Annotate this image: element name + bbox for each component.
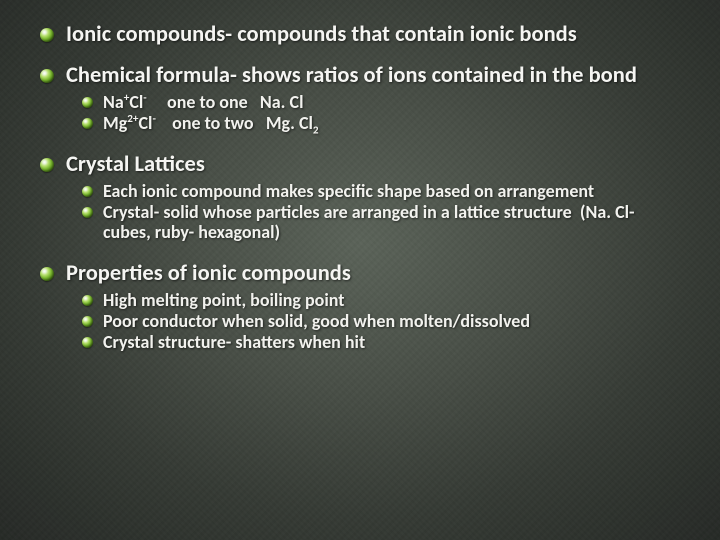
bullet-text: Crystal Lattices (66, 152, 680, 177)
bullet-text: Chemical formula- shows ratios of ions c… (66, 63, 680, 88)
sphere-bullet-icon (40, 158, 54, 172)
sphere-bullet-icon (82, 337, 93, 348)
bullet-text: Each ionic compound makes specific shape… (103, 181, 680, 202)
bullet-level2: Poor conductor when solid, good when mol… (82, 311, 680, 332)
slide-content: Ionic compounds- compounds that contain … (0, 0, 720, 378)
bullet-level1: Crystal Lattices (40, 152, 680, 177)
sphere-bullet-icon (82, 207, 93, 218)
bullet-level1: Ionic compounds- compounds that contain … (40, 22, 680, 47)
bullet-text: Mg2+Cl- one to two Mg. Cl2 (103, 113, 680, 134)
sphere-bullet-icon (40, 28, 54, 42)
sphere-bullet-icon (40, 267, 54, 281)
bullet-text: Crystal structure- shatters when hit (103, 332, 680, 353)
sphere-bullet-icon (82, 295, 93, 306)
bullet-text: Crystal- solid whose particles are arran… (103, 202, 680, 243)
bullet-level2: Crystal structure- shatters when hit (82, 332, 680, 353)
bullet-text: Ionic compounds- compounds that contain … (66, 22, 680, 47)
bullet-level2: Crystal- solid whose particles are arran… (82, 202, 680, 243)
bullet-level1: Properties of ionic compounds (40, 261, 680, 286)
bullet-level2: Na+Cl- one to one Na. Cl (82, 92, 680, 113)
spacer (40, 140, 680, 152)
bullet-level1: Chemical formula- shows ratios of ions c… (40, 63, 680, 88)
bullet-level2: Each ionic compound makes specific shape… (82, 181, 680, 202)
bullet-text: High melting point, boiling point (103, 290, 680, 311)
sphere-bullet-icon (82, 118, 93, 129)
bullet-text: Na+Cl- one to one Na. Cl (103, 92, 680, 113)
sphere-bullet-icon (82, 186, 93, 197)
bullet-level2: High melting point, boiling point (82, 290, 680, 311)
bullet-text: Properties of ionic compounds (66, 261, 680, 286)
bullet-level2: Mg2+Cl- one to two Mg. Cl2 (82, 113, 680, 134)
bullet-text: Poor conductor when solid, good when mol… (103, 311, 680, 332)
sphere-bullet-icon (40, 69, 54, 83)
sphere-bullet-icon (82, 97, 93, 108)
sphere-bullet-icon (82, 316, 93, 327)
sublist: Each ionic compound makes specific shape… (82, 181, 680, 243)
sublist: Na+Cl- one to one Na. ClMg2+Cl- one to t… (82, 92, 680, 133)
sublist: High melting point, boiling pointPoor co… (82, 290, 680, 352)
